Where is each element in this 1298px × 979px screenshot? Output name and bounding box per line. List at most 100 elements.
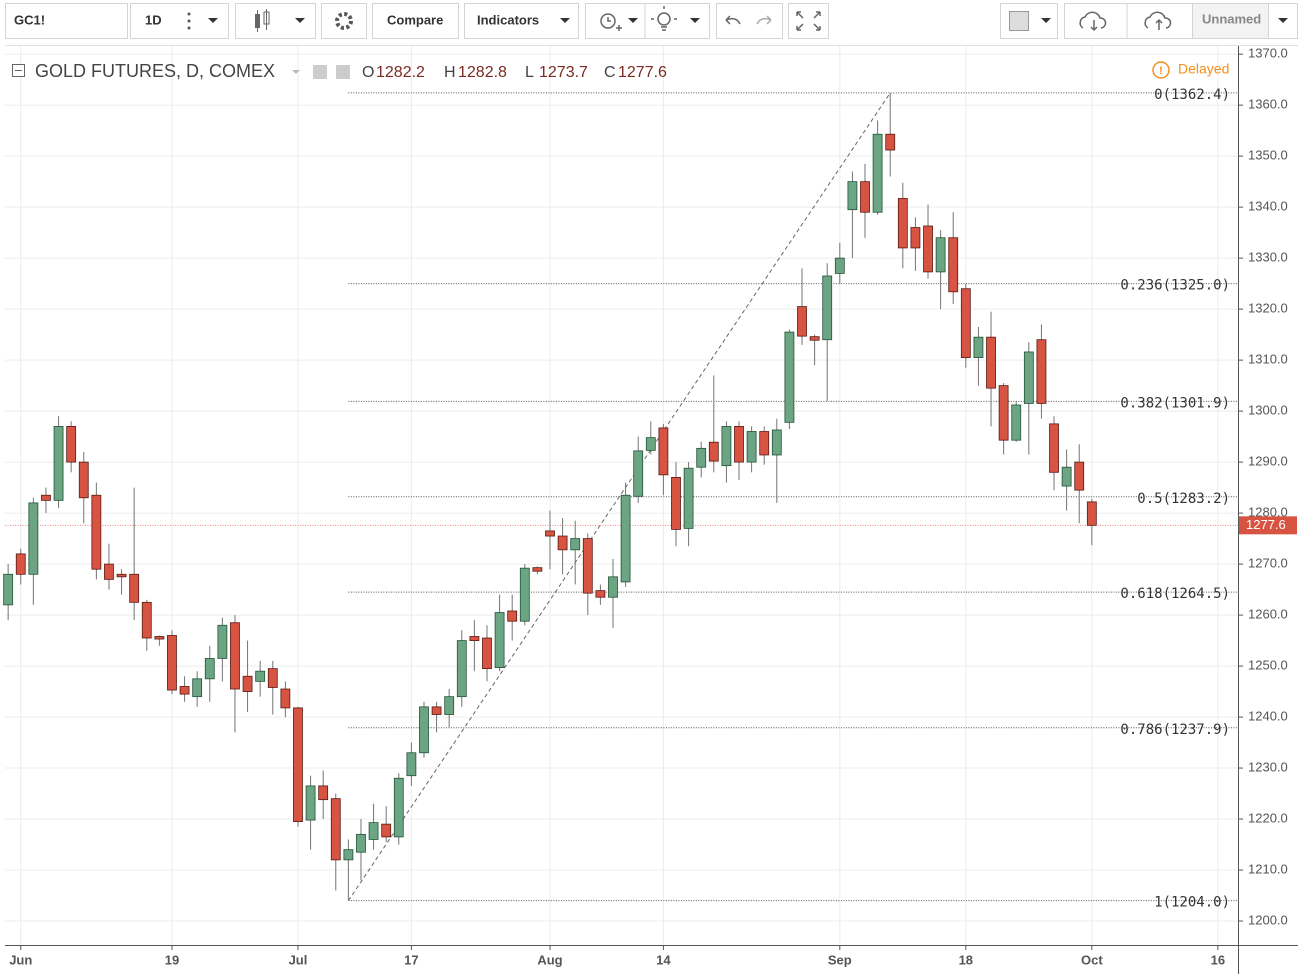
delayed-status: Delayed	[1178, 61, 1229, 77]
candle-body	[431, 706, 442, 715]
alert-button[interactable]	[585, 3, 710, 39]
dropdown[interactable]	[292, 70, 300, 74]
candle-body	[192, 678, 203, 698]
candle-body	[78, 461, 89, 499]
y-tick-label: 1250.0	[1248, 658, 1288, 673]
y-tick-label: 1290.0	[1248, 454, 1288, 469]
fullscreen[interactable]	[788, 3, 829, 39]
settings-button[interactable]	[336, 65, 350, 79]
fullscreen-icon	[796, 11, 821, 31]
fib-label: 0.786(1237.9)	[1120, 722, 1230, 738]
ohlc-letter: L	[525, 64, 534, 81]
x-tick-label: 16	[1211, 952, 1225, 967]
candle-body	[746, 431, 757, 463]
save-icon[interactable]	[1144, 11, 1172, 30]
candle-body	[784, 331, 795, 423]
y-tick-label: 1270.0	[1248, 556, 1288, 571]
load-icon[interactable]	[1079, 11, 1107, 32]
dropdown[interactable]	[690, 18, 700, 23]
y-tick-label: 1220.0	[1248, 810, 1288, 825]
undo-redo[interactable]	[716, 3, 783, 39]
candle-body	[834, 257, 845, 274]
candle-body	[368, 822, 379, 840]
candle-body	[683, 467, 694, 529]
candle-body	[217, 624, 228, 659]
dropdown[interactable]	[295, 18, 305, 23]
candle-body	[582, 538, 593, 594]
candle-body	[28, 502, 39, 575]
y-tick-label: 1340.0	[1248, 199, 1288, 214]
x-tick-label: 19	[165, 952, 179, 967]
candle-body	[986, 336, 996, 389]
candle-body	[608, 576, 618, 598]
candle-body	[255, 670, 266, 682]
candle-body	[66, 426, 77, 463]
candle-body	[343, 849, 354, 861]
alert-icon	[600, 13, 622, 31]
candle-body	[620, 494, 631, 583]
candle-body	[141, 601, 152, 639]
x-tick-label: 18	[959, 952, 973, 967]
dropdown[interactable]	[628, 18, 638, 23]
y-tick-label: 1370.0	[1248, 46, 1288, 61]
eye-button[interactable]	[313, 65, 327, 79]
candle-body	[91, 494, 102, 570]
candle-body	[822, 275, 833, 341]
candle-body	[356, 833, 366, 853]
candle-body	[1023, 351, 1034, 404]
candle-body	[469, 636, 480, 641]
candle-body	[872, 133, 883, 213]
candle-body	[998, 385, 1009, 441]
candle-body	[104, 563, 114, 580]
candle-body	[1011, 404, 1022, 441]
indicators-button[interactable]	[464, 3, 579, 39]
y-tick-label: 1230.0	[1248, 759, 1288, 774]
compare-button[interactable]	[372, 3, 459, 39]
candle-body	[167, 635, 177, 691]
candle-body	[116, 573, 127, 578]
y-tick-label: 1310.0	[1248, 352, 1288, 367]
x-tick-label: 14	[656, 952, 671, 967]
redo-icon[interactable]	[756, 15, 772, 25]
y-tick-label: 1330.0	[1248, 250, 1288, 265]
last-price-label: 1277.6	[1246, 517, 1286, 532]
y-tick-label: 1210.0	[1248, 861, 1288, 876]
dropdown[interactable]	[1278, 18, 1288, 23]
dropdown[interactable]	[560, 18, 570, 23]
symbol-box[interactable]	[5, 3, 128, 39]
delayed-mark: !	[1159, 65, 1163, 77]
candle-body	[3, 573, 14, 606]
candle-body	[557, 535, 568, 551]
candle-icon	[255, 9, 270, 32]
candle-body	[406, 752, 417, 777]
candle-body	[935, 237, 946, 273]
ohlc-value: 1282.8	[458, 64, 507, 81]
delayed-icon	[1152, 61, 1170, 79]
y-tick-label: 1200.0	[1248, 912, 1288, 927]
settings[interactable]	[321, 3, 367, 39]
candle-body	[318, 785, 329, 801]
candle-body	[444, 696, 455, 715]
undo-icon[interactable]	[725, 15, 741, 25]
chart-title: GOLD FUTURES, D, COMEX	[35, 61, 275, 81]
x-tick-label: Jun	[9, 952, 32, 967]
toolbar: GC1! 1D Compare Indicators Unnamed	[5, 3, 1298, 39]
dropdown[interactable]	[1041, 18, 1051, 23]
fib-trend-line	[347, 92, 891, 901]
interval: 1D	[145, 12, 162, 27]
layout-name-box[interactable]	[1192, 3, 1269, 39]
indicators: Indicators	[477, 12, 539, 27]
dropdown[interactable]	[208, 18, 218, 23]
candle-body	[129, 573, 140, 603]
candle-body	[948, 237, 959, 293]
fib-label: 0.618(1264.5)	[1120, 586, 1230, 602]
gear-icon	[335, 12, 353, 30]
candles	[3, 92, 1097, 901]
candle-body	[885, 133, 896, 151]
candle-body	[1074, 461, 1085, 491]
chart-style[interactable]	[235, 3, 316, 39]
candle-body	[696, 447, 707, 468]
candle-body	[809, 336, 820, 341]
